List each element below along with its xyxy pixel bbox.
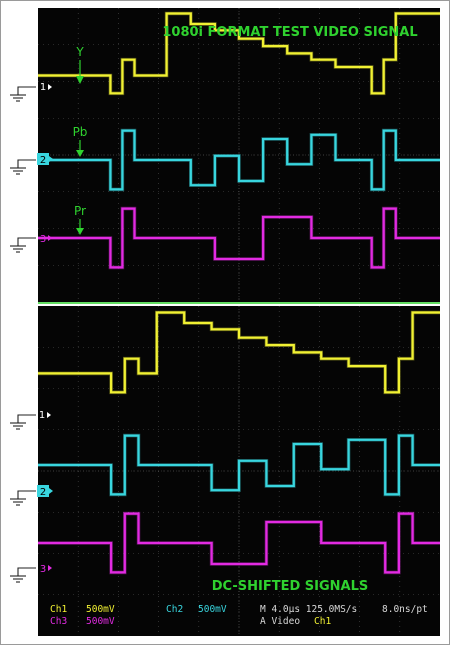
svg-text:1: 1 bbox=[40, 82, 46, 93]
svg-text:2: 2 bbox=[40, 155, 46, 166]
readout-ch2-scale: 500mV bbox=[198, 604, 227, 615]
ch1-marker-bottom: 1 bbox=[39, 410, 51, 421]
label-pr: Pr bbox=[74, 204, 86, 218]
ground-symbol-ch3-icon bbox=[10, 237, 36, 253]
svg-text:1: 1 bbox=[39, 410, 45, 421]
trace-pr bbox=[38, 207, 440, 269]
trace-ch1 bbox=[38, 311, 440, 394]
ground-symbol-ch3-bottom-icon bbox=[10, 567, 36, 583]
top-scope-panel: 1080i FORMAT TEST VIDEO SIGNAL Y Pb Pr 1 bbox=[10, 8, 440, 302]
ch2-marker: 2 bbox=[37, 153, 53, 166]
readout-ch1-label: Ch1 bbox=[50, 604, 67, 615]
readout-ch3-label: Ch3 bbox=[50, 616, 67, 627]
ground-symbol-ch2-bottom-icon bbox=[10, 490, 36, 506]
readout-trigger-mode: A Video bbox=[260, 616, 300, 627]
arrow-y-icon bbox=[76, 60, 84, 84]
readout-ch2-label: Ch2 bbox=[166, 604, 183, 615]
ch2-marker-bottom: 2 bbox=[37, 485, 53, 498]
svg-text:3: 3 bbox=[40, 234, 46, 245]
readout-record: 8.0ns/pt bbox=[382, 604, 428, 615]
trace-ch3 bbox=[38, 512, 440, 574]
svg-text:3: 3 bbox=[40, 564, 46, 575]
bottom-traces bbox=[38, 310, 440, 575]
ground-symbol-ch1-bottom-icon bbox=[10, 414, 36, 430]
ch3-marker: 3 bbox=[40, 234, 52, 245]
trace-pb bbox=[38, 129, 440, 191]
readout-ch3-scale: 500mV bbox=[86, 616, 115, 627]
label-pb: Pb bbox=[73, 125, 88, 139]
readout-trigger-source: Ch1 bbox=[314, 616, 331, 627]
ch3-marker-bottom: 3 bbox=[40, 564, 52, 575]
readout-ch1-scale: 500mV bbox=[86, 604, 115, 615]
bottom-panel-title: DC-SHIFTED SIGNALS bbox=[212, 579, 369, 594]
ground-symbol-ch2-icon bbox=[10, 159, 36, 175]
arrow-pb-icon bbox=[76, 140, 84, 157]
ground-symbol-ch1-icon bbox=[10, 86, 36, 102]
arrow-pr-icon bbox=[76, 219, 84, 235]
top-traces bbox=[38, 11, 440, 270]
trace-ch2 bbox=[38, 434, 440, 496]
trace-y bbox=[38, 12, 440, 95]
scope-readout: Ch1 500mV Ch3 500mV Ch2 500mV M 4.0µs 12… bbox=[50, 604, 428, 627]
label-y: Y bbox=[75, 45, 84, 59]
bottom-scope-panel: DC-SHIFTED SIGNALS 1 2 3 bbox=[10, 306, 440, 636]
svg-text:2: 2 bbox=[40, 487, 46, 498]
ch1-marker: 1 bbox=[40, 82, 52, 93]
readout-timebase: M 4.0µs 125.0MS/s bbox=[260, 604, 357, 615]
top-panel-title: 1080i FORMAT TEST VIDEO SIGNAL bbox=[162, 25, 417, 40]
